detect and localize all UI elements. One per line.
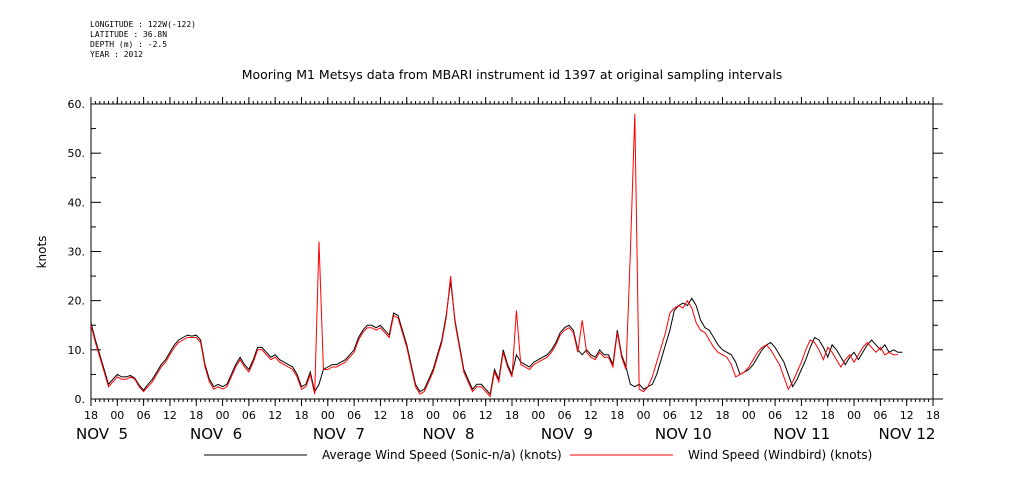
x-tick-label: 06 [137,409,151,422]
x-tick-label: 18 [821,409,835,422]
x-tick-label: 00 [847,409,861,422]
y-tick-label: 40. [68,196,86,209]
x-tick-label: 18 [505,409,519,422]
x-tick-label: 06 [558,409,572,422]
y-tick-label: 20. [68,295,86,308]
x-date-label: NOV 6 [190,425,242,443]
y-tick-label: 10. [68,344,86,357]
legend-label-windbird: Wind Speed (Windbird) (knots) [688,448,872,462]
x-tick-label: 06 [768,409,782,422]
x-date-label: NOV 10 [655,425,712,443]
x-tick-label: 12 [794,409,808,422]
x-tick-label: 12 [373,409,387,422]
x-tick-label: 06 [663,409,677,422]
x-tick-label: 18 [295,409,309,422]
x-tick-label: 00 [531,409,545,422]
x-tick-label: 12 [479,409,493,422]
x-tick-label: 18 [926,409,940,422]
x-tick-label: 06 [452,409,466,422]
x-date-label: NOV 11 [773,425,830,443]
x-tick-label: 12 [163,409,177,422]
series-line-windbird [90,113,898,398]
x-date-label: NOV 7 [313,425,365,443]
x-tick-label: 00 [216,409,230,422]
x-tick-label: 00 [637,409,651,422]
axes: 18 00 06 12 18 00 06 12 18 00 06 12 18 00 06 12 18 00 06 12… [68,97,943,443]
x-tick-label: 12 [900,409,914,422]
x-tick-label: 00 [321,409,335,422]
year-label: YEAR : 2012 [90,50,143,59]
series-line-average-wind [90,280,903,396]
latitude-label: LATITUDE : 36.8N [90,30,168,39]
legend-label-average-wind: Average Wind Speed (Sonic-n/a) (knots) [322,448,562,462]
longitude-label: LONGITUDE : 122W(-122) [90,20,196,29]
x-tick-label: 12 [689,409,703,422]
x-tick-label: 00 [110,409,124,422]
x-date-label: NOV 5 [76,425,128,443]
x-tick-label: 06 [873,409,887,422]
x-tick-label: 06 [347,409,361,422]
chart-title: Mooring M1 Metsys data from MBARI instru… [241,67,783,82]
x-date-label: NOV 9 [541,425,593,443]
x-date-label: NOV 8 [422,425,474,443]
y-tick-label: 60. [68,98,86,111]
x-tick-label: 12 [268,409,282,422]
depth-label: DEPTH (m) : -2.5 [90,40,168,49]
y-tick-label: 30. [68,246,86,259]
metadata-block: LONGITUDE : 122W(-122) LATITUDE : 36.8N … [90,20,196,60]
x-tick-label: 00 [742,409,756,422]
legend: Average Wind Speed (Sonic-n/a) (knots) Wi… [204,448,872,462]
x-tick-label: 12 [584,409,598,422]
x-tick-label: 18 [84,409,98,422]
x-tick-label: 00 [426,409,440,422]
x-tick-label: 06 [242,409,256,422]
x-tick-label: 18 [610,409,624,422]
y-tick-label: 50. [68,147,86,160]
plot-frame [90,103,934,400]
series-layer [90,113,903,398]
y-tick-label: 0. [75,393,86,406]
y-axis-label: knots [35,236,49,269]
x-tick-label: 18 [400,409,414,422]
x-tick-label: 18 [716,409,730,422]
x-tick-label: 18 [189,409,203,422]
x-date-label: NOV 12 [879,425,936,443]
